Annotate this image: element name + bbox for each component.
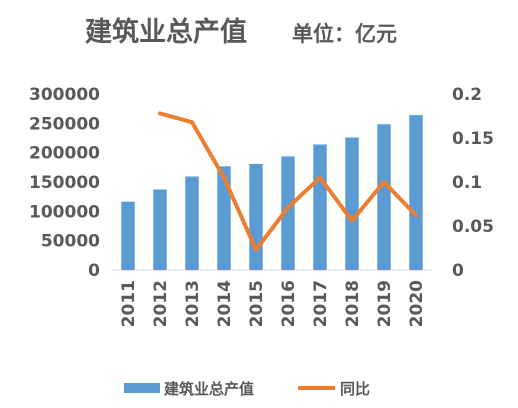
chart-header: 建筑业总产值 单位：亿元 (0, 8, 518, 48)
left-y-tick-label: 300000 (29, 85, 100, 105)
chart-unit-label: 单位：亿元 (292, 22, 397, 46)
x-tick-label: 2018 (343, 280, 363, 327)
yoy-line (158, 111, 418, 252)
left-y-axis: 0 50000 100000 150000 200000 250000 300000 (29, 85, 100, 281)
right-y-tick-label: 0.1 (452, 173, 482, 193)
legend-line-label: 同比 (340, 380, 370, 398)
left-y-tick-label: 50000 (41, 232, 100, 252)
x-tick-label: 2017 (311, 280, 331, 327)
bar (409, 115, 423, 270)
right-y-axis: 0 0.05 0.1 0.15 0.2 (452, 85, 494, 281)
bar (377, 124, 391, 270)
legend-bar-swatch (124, 383, 160, 393)
right-y-tick-label: 0.05 (452, 217, 494, 237)
x-tick-label: 2015 (247, 280, 267, 327)
left-y-tick-label: 100000 (29, 202, 100, 222)
bar (217, 166, 231, 270)
legend: 建筑业总产值 同比 (124, 380, 370, 398)
bar (313, 144, 327, 270)
left-y-tick-label: 200000 (29, 144, 100, 164)
left-y-tick-label: 250000 (29, 114, 100, 134)
bar (153, 189, 167, 270)
bar (185, 176, 199, 270)
x-tick-label: 2020 (407, 280, 427, 327)
x-tick-label: 2016 (279, 280, 299, 327)
bar (249, 163, 263, 270)
x-tick-label: 2019 (375, 280, 395, 327)
left-y-tick-label: 150000 (29, 173, 100, 193)
bar (121, 201, 135, 270)
bar (281, 156, 295, 270)
x-tick-label: 2011 (119, 280, 139, 327)
x-axis: 2011 2012 2013 2014 2015 2016 2017 2018 2019 2020 (112, 269, 432, 327)
bar-series (121, 115, 423, 270)
bar (345, 137, 359, 270)
x-tick-label: 2012 (151, 280, 171, 327)
right-y-tick-label: 0.15 (452, 129, 494, 149)
x-tick-label: 2014 (215, 280, 235, 327)
x-tick-label: 2013 (183, 280, 203, 327)
right-y-tick-label: 0 (452, 261, 464, 281)
left-y-tick-label: 0 (88, 261, 100, 281)
chart-title: 建筑业总产值 (85, 17, 247, 48)
line-series (158, 111, 418, 252)
right-y-tick-label: 0.2 (452, 85, 482, 105)
legend-bar-label: 建筑业总产值 (164, 380, 254, 398)
